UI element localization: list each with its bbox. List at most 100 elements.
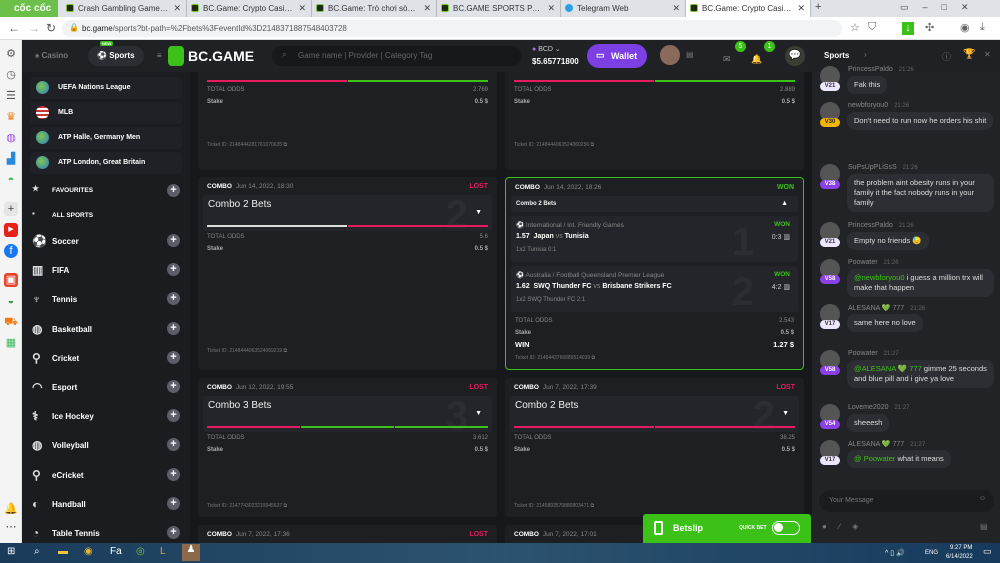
avatar[interactable] <box>820 404 840 424</box>
coccoc-icon[interactable]: ◎ <box>136 546 145 557</box>
sidebar-item-tennis[interactable]: ♆ Tennis + <box>30 289 182 311</box>
league-item[interactable]: ATP Halle, Germany Men <box>30 127 182 149</box>
close-tab-icon[interactable]: ✕ <box>298 3 306 13</box>
bet-leg[interactable]: 2 ⚽ Australia / Football Queensland Premi… <box>511 266 798 314</box>
browser-tab[interactable]: BC.GAME SPORTS PARLAYS ✕ <box>437 0 561 17</box>
plus-icon[interactable]: + <box>167 292 180 306</box>
sidebar-item-ecricket[interactable]: ⚲ eCricket + <box>30 465 182 487</box>
betslip-bar[interactable]: Betslip QUICK BET <box>643 514 811 543</box>
crown-icon[interactable]: ♛ <box>6 111 16 123</box>
league-icon[interactable]: L <box>160 546 166 557</box>
league-item[interactable]: ATP London, Great Britain <box>30 152 182 174</box>
more-icon[interactable]: ⋯ <box>5 521 17 533</box>
username[interactable]: ALESANA 💚 777 <box>848 441 905 448</box>
chart-icon[interactable]: ▟ <box>6 153 16 165</box>
sidebar-item-table-tennis[interactable]: ◔ Table Tennis + <box>30 523 182 545</box>
app-icon[interactable]: Fa <box>110 546 122 557</box>
chevron-down-icon[interactable]: ▼ <box>475 410 482 417</box>
profile-icon[interactable]: ◉ <box>960 22 970 34</box>
logo[interactable]: BC.GAME <box>188 48 255 64</box>
plus-icon[interactable]: + <box>167 496 180 510</box>
message-input[interactable]: Your Message ☺ <box>819 490 994 512</box>
facebook-icon[interactable]: f <box>4 244 18 258</box>
avatar[interactable] <box>820 304 840 324</box>
username[interactable]: ALESANA 💚 777 <box>848 305 905 312</box>
avatar[interactable] <box>820 164 840 184</box>
username[interactable]: Poowater <box>848 350 878 357</box>
close-tab-icon[interactable]: ✕ <box>423 3 431 13</box>
sidebar-item-handball[interactable]: ◐ Handball + <box>30 494 182 516</box>
gif-icon[interactable]: ▤ <box>980 522 988 531</box>
plus-icon[interactable]: + <box>167 467 180 481</box>
shop-icon[interactable]: ▣ <box>4 273 18 287</box>
copy-icon[interactable]: ⧉ <box>591 355 596 361</box>
hat-icon[interactable]: ◒ <box>7 295 15 307</box>
trophy-icon[interactable]: 🏆 <box>963 49 976 60</box>
chat-room-label[interactable]: Sports <box>824 51 850 60</box>
cart-icon[interactable]: ⛟ <box>4 316 18 328</box>
copy-icon[interactable]: ⧉ <box>283 503 288 509</box>
settings-icon[interactable]: ⚙ <box>6 48 16 60</box>
notification-icon[interactable]: 🔔 <box>751 54 763 64</box>
chrome-icon[interactable]: ◉ <box>84 546 93 557</box>
window-controls[interactable]: ▭–□✕ <box>900 2 983 12</box>
league-item[interactable]: MLB <box>30 102 182 124</box>
reload-icon[interactable]: ↻ <box>46 21 57 35</box>
search-input[interactable]: ⌕ Game name | Provider | Category Tag <box>272 46 522 66</box>
copy-icon[interactable]: ⧉ <box>590 503 595 509</box>
plus-icon[interactable]: + <box>167 321 180 335</box>
chevron-down-icon[interactable]: ▼ <box>782 410 789 417</box>
mention[interactable]: @newbforyou0 <box>854 273 905 282</box>
stats-icon[interactable]: ▥ <box>783 284 790 291</box>
sidebar-item-basketball[interactable]: ◍ Basketball + <box>30 319 182 341</box>
bet-leg[interactable]: 1 ⚽ International / Int. Friendly Games WO… <box>511 216 798 264</box>
username[interactable]: Loveme2020 <box>848 404 889 411</box>
username[interactable]: PrincessPaldo <box>848 222 893 229</box>
avatar[interactable] <box>820 102 840 122</box>
chevron-up-icon[interactable]: ▲ <box>781 200 788 207</box>
menu-icon[interactable]: ≡ <box>157 51 162 60</box>
language[interactable]: ENG <box>925 550 939 556</box>
sidebar-item-soccer[interactable]: ⚽ Soccer + <box>30 231 182 253</box>
bet-card[interactable]: COMBO Jun 14, 2022, 18:26 WON Combo 2 Bets ▲… <box>505 177 804 370</box>
close-icon[interactable]: ✕ <box>984 50 991 59</box>
sidebar-item-ice-hockey[interactable]: ⚕ Ice Hockey + <box>30 406 182 428</box>
favourites-section[interactable]: ★ FAVOURITES + <box>30 181 182 203</box>
downloads-icon[interactable]: ⤓ <box>980 21 985 33</box>
app-icon[interactable]: ♟ <box>182 544 200 561</box>
avatar[interactable] <box>660 45 680 65</box>
browser-tab-active[interactable]: BC.Game: Crypto Casino Gan ✕ <box>686 0 811 17</box>
sports-tab[interactable]: ⚽ Sports NEW <box>88 41 144 66</box>
bet-card[interactable]: TOTAL ODDS 2.889 Stake 0.5 $ Ticket ID: 214… <box>505 72 804 170</box>
sidebar-item-cricket[interactable]: ⚲ Cricket + <box>30 348 182 370</box>
wallet-button[interactable]: ▭ Wallet <box>587 44 647 68</box>
browser-tab[interactable]: BC.Game: Crypto Casino Gan ✕ <box>187 0 312 17</box>
close-tab-icon[interactable]: ✕ <box>797 3 805 13</box>
add-icon[interactable]: + <box>4 202 18 216</box>
bet-card[interactable]: COMBO Jun 7, 2022, 17:36 LOST <box>198 525 497 543</box>
bet-card[interactable]: COMBO Jun 12, 2022, 19:55 LOST 3 Combo 3 Bet… <box>198 378 497 517</box>
sidebar-item-esport[interactable]: ◠ Esport + <box>30 377 182 399</box>
plus-icon[interactable]: + <box>167 234 180 247</box>
username[interactable]: SuPsUpPLiSsS <box>848 164 897 171</box>
reader-icon[interactable]: ☰ <box>6 90 16 102</box>
bet-card[interactable]: COMBO Jun 14, 2022, 18:30 LOST 2 Combo 2 Bet… <box>198 177 497 370</box>
plus-icon[interactable]: + <box>167 263 180 277</box>
browser-tab[interactable]: Crash Gambling Game - BC.G ✕ <box>62 0 187 17</box>
quick-bet-toggle[interactable] <box>772 521 800 535</box>
bet-card[interactable]: TOTAL ODDS 2.769 Stake 0.5 $ Ticket ID: 214… <box>198 72 497 170</box>
file-explorer-icon[interactable]: ▬ <box>58 546 68 557</box>
avatar[interactable] <box>820 440 840 460</box>
star-icon[interactable]: ☆ <box>850 22 860 34</box>
store-icon[interactable]: ▦ <box>5 337 17 349</box>
avatar[interactable] <box>820 222 840 242</box>
sidebar-item-volleyball[interactable]: ◍ Volleyball + <box>30 435 182 457</box>
plus-icon[interactable]: + <box>167 350 180 364</box>
mail-icon[interactable]: ✉ <box>723 54 731 64</box>
chat-toggle-icon[interactable]: 💬 <box>785 46 805 66</box>
shield-icon[interactable]: ⛉ <box>868 21 877 33</box>
plus-icon[interactable]: + <box>167 526 180 539</box>
plus-icon[interactable]: + <box>167 438 180 452</box>
bell-icon[interactable]: 🔔 <box>4 503 18 515</box>
plus-icon[interactable]: + <box>167 380 180 393</box>
